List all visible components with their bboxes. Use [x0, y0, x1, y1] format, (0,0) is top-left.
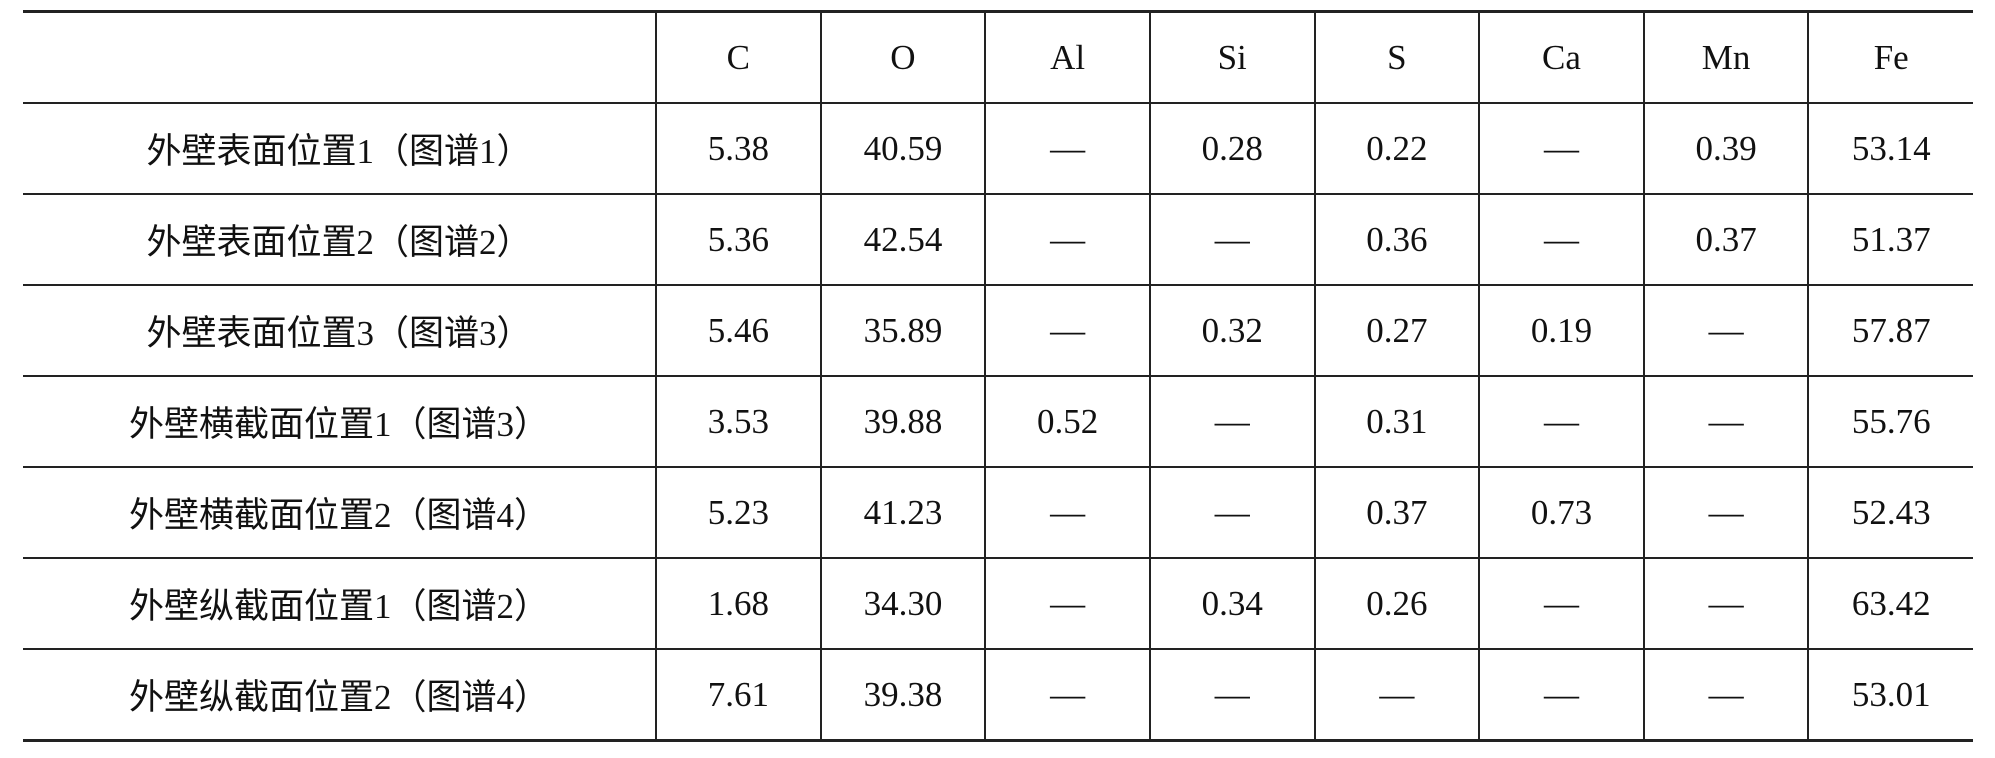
cell: 0.73: [1478, 467, 1644, 559]
cell: Ca: [1478, 10, 1644, 104]
row-label: 外壁横截面位置2（图谱4）: [23, 467, 656, 559]
cell: 0.37: [1313, 467, 1480, 559]
cell: 40.59: [819, 103, 986, 195]
data-row: 外壁纵截面位置2（图谱4） 7.61 39.38— — — — —53.01: [23, 649, 1973, 742]
cell: 0.19: [1478, 285, 1644, 377]
cell: 53.14: [1807, 103, 1973, 195]
cell: —: [1148, 649, 1315, 742]
cell: —: [1148, 376, 1315, 468]
cell: —: [1642, 285, 1809, 377]
cell: 5.38: [655, 103, 821, 195]
cell: 5.36: [655, 194, 821, 286]
cell: —: [1478, 558, 1644, 650]
cell: —: [984, 649, 1150, 742]
cell: 34.30: [819, 558, 986, 650]
header-row: C O Al Si S Ca Mn Fe: [23, 10, 1973, 104]
cell: 52.43: [1807, 467, 1973, 559]
cell: Mn: [1642, 10, 1809, 104]
cell: 39.88: [819, 376, 986, 468]
cell: —: [984, 558, 1150, 650]
cell: —: [1478, 103, 1644, 195]
cell: 0.28: [1148, 103, 1315, 195]
cell: —: [1478, 194, 1644, 286]
data-row: 外壁横截面位置1（图谱3） 3.53 39.88 0.52—0.31— —55.76: [23, 376, 1973, 468]
cell: 0.34: [1148, 558, 1315, 650]
cell: Fe: [1807, 10, 1973, 104]
cell: —: [1642, 467, 1809, 559]
cell: O: [819, 10, 986, 104]
cell: 1.68: [655, 558, 821, 650]
cell: 42.54: [819, 194, 986, 286]
cell: 55.76: [1807, 376, 1973, 468]
cell: —: [1148, 194, 1315, 286]
cell: 0.22: [1313, 103, 1480, 195]
data-row: 外壁纵截面位置1（图谱2） 1.68 34.30—0.34 0.26— —63.42: [23, 558, 1973, 650]
composition-table: C O Al Si S Ca Mn Fe 外壁表面位置1（图谱1） 5.38 40.59—0.28 0…: [23, 10, 1973, 742]
cell: 51.37: [1807, 194, 1973, 286]
cell: 0.26: [1313, 558, 1480, 650]
cell: Al: [984, 10, 1150, 104]
data-row: 外壁表面位置2（图谱2） 5.36 42.54— —0.36—0.37 51.37: [23, 194, 1973, 286]
row-label: 外壁表面位置3（图谱3）: [23, 285, 656, 377]
cell: 35.89: [819, 285, 986, 377]
cell: 41.23: [819, 467, 986, 559]
cell: —: [1478, 376, 1644, 468]
row-label: 外壁纵截面位置2（图谱4）: [23, 649, 656, 742]
cell: —: [1478, 649, 1644, 742]
cell: —: [1148, 467, 1315, 559]
cell: 0.32: [1148, 285, 1315, 377]
cell: 0.52: [984, 376, 1150, 468]
cell: —: [1642, 558, 1809, 650]
cell: 3.53: [655, 376, 821, 468]
row-label: [23, 10, 656, 104]
cell: —: [984, 285, 1150, 377]
table-wrap: C O Al Si S Ca Mn Fe 外壁表面位置1（图谱1） 5.38 40.59—0.28 0…: [23, 10, 1973, 742]
cell: —: [984, 103, 1150, 195]
cell: 0.31: [1313, 376, 1480, 468]
cell: 57.87: [1807, 285, 1973, 377]
cell: 0.37: [1642, 194, 1809, 286]
cell: 39.38: [819, 649, 986, 742]
cell: 0.39: [1642, 103, 1809, 195]
cell: —: [1313, 649, 1480, 742]
cell: C: [655, 10, 821, 104]
data-row: 外壁横截面位置2（图谱4） 5.23 41.23— —0.37 0.73—52.43: [23, 467, 1973, 559]
cell: 7.61: [655, 649, 821, 742]
cell: 63.42: [1807, 558, 1973, 650]
row-label: 外壁纵截面位置1（图谱2）: [23, 558, 656, 650]
cell: —: [1642, 649, 1809, 742]
cell: S: [1313, 10, 1480, 104]
data-row: 外壁表面位置1（图谱1） 5.38 40.59—0.28 0.22—0.39 53.14: [23, 103, 1973, 195]
cell: —: [1642, 376, 1809, 468]
cell: 53.01: [1807, 649, 1973, 742]
row-label: 外壁表面位置2（图谱2）: [23, 194, 656, 286]
cell: —: [984, 467, 1150, 559]
cell: Si: [1148, 10, 1315, 104]
data-row: 外壁表面位置3（图谱3） 5.46 35.89—0.32 0.27 0.19—57.87: [23, 285, 1973, 377]
row-label: 外壁表面位置1（图谱1）: [23, 103, 656, 195]
row-label: 外壁横截面位置1（图谱3）: [23, 376, 656, 468]
cell: 5.46: [655, 285, 821, 377]
cell: —: [984, 194, 1150, 286]
cell: 5.23: [655, 467, 821, 559]
cell: 0.27: [1313, 285, 1480, 377]
cell: 0.36: [1313, 194, 1480, 286]
